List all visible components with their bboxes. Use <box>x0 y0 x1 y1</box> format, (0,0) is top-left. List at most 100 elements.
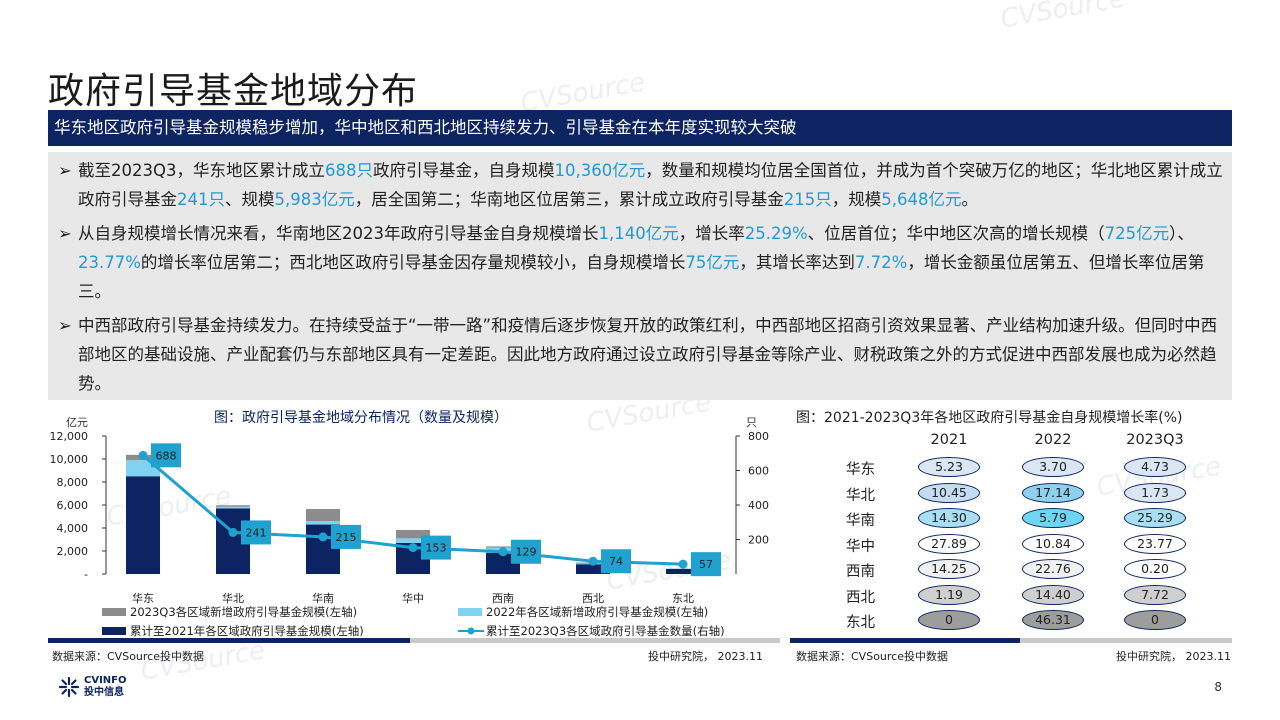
growth-cell: 3.70 <box>1022 457 1084 477</box>
category-label: 华北 <box>222 591 244 605</box>
footer-bar-right-tail <box>1020 638 1232 643</box>
left-tick-label: - <box>84 568 88 581</box>
bullet-text: 中西部政府引导基金持续发力。在持续受益于“一带一路”和疫情后逐步恢复开放的政策红… <box>78 316 1218 393</box>
row-label-西南: 西南 <box>846 564 875 580</box>
data-label-box <box>691 552 721 577</box>
right-axis-unit: 只 <box>746 416 757 429</box>
left-tick-label: 8,000 <box>57 476 89 489</box>
data-label: 74 <box>609 555 623 568</box>
data-label-box <box>511 539 541 564</box>
logo-wordmark: CVINFO 投中信息 <box>84 675 127 698</box>
data-label: 241 <box>246 526 267 539</box>
bullet-text: 政府引导基金，自身规模 <box>372 161 555 180</box>
bullet-text: ，增长金额虽位居第五、但增长率位居第三。 <box>78 253 1205 301</box>
bar <box>216 505 250 507</box>
bullet-text: 、位居首位；华中地区次高的增长规模（ <box>807 224 1105 243</box>
growth-cell: 0 <box>1124 610 1186 630</box>
left-source: 数据来源：CVSource投中数据 <box>52 650 204 663</box>
data-label-box <box>601 549 631 574</box>
highlight-figure: 7.72% <box>854 253 908 272</box>
left-chart-title: 图：政府引导基金地域分布情况（数量及规模） <box>214 410 508 426</box>
data-label: 215 <box>336 531 357 544</box>
data-label: 153 <box>426 542 447 555</box>
count-point <box>408 543 418 553</box>
growth-cell: 1.19 <box>918 584 980 605</box>
category-label: 华中 <box>402 591 424 605</box>
data-label-box <box>331 524 361 549</box>
footer-bar-left-tail <box>410 638 780 643</box>
legend-item-2023q3: 2023Q3各区域新增政府引导基金规模(左轴) <box>102 604 357 620</box>
left-tick-label: 6,000 <box>57 499 89 512</box>
bar <box>216 506 250 509</box>
right-source: 数据来源：CVSource投中数据 <box>796 650 948 663</box>
growth-cell: 14.40 <box>1022 584 1084 605</box>
highlight-figure: 215只 <box>783 190 832 209</box>
bullet-text: 、规模 <box>225 190 275 209</box>
category-label: 西北 <box>582 592 604 605</box>
highlight-figure: 688只 <box>324 161 373 180</box>
left-tick-label: 2,000 <box>57 545 89 558</box>
left-axis-unit: 亿元 <box>66 416 88 429</box>
legend-label: 累计至2023Q3各区域政府引导基金数量(右轴) <box>486 624 725 638</box>
growth-cell: 14.30 <box>918 508 980 528</box>
count-point <box>228 527 238 537</box>
bar <box>666 568 700 574</box>
bullet-text: 截至2023Q3，华东地区累计成立 <box>78 161 325 180</box>
legend-line-swatch <box>458 627 484 635</box>
legend-item-count: 累计至2023Q3各区域政府引导基金数量(右轴) <box>458 623 725 639</box>
legend-item-2022: 2022年各区域新增政府引导基金规模(左轴) <box>458 604 708 620</box>
legend-swatch <box>458 608 482 616</box>
right-tick-label: 800 <box>748 430 769 443</box>
highlight-figure: 241只 <box>177 190 225 209</box>
growth-cell: 22.76 <box>1022 559 1084 579</box>
bar <box>396 538 430 543</box>
legend-item-2021: 累计至2021年各区域政府引导基金规模(左轴) <box>102 623 364 639</box>
legend-swatch <box>102 627 126 635</box>
bullet-item: ➢ 中西部政府引导基金持续发力。在持续受益于“一带一路”和疫情后逐步恢复开放的政策… <box>56 311 1224 398</box>
right-tick-label: 200 <box>748 534 769 547</box>
growth-cell: 17.14 <box>1022 482 1084 503</box>
bar <box>396 529 430 539</box>
row-label-华中: 华中 <box>846 538 875 555</box>
right-chart-title: 图：2021-2023Q3年各地区政府引导基金自身规模增长率(%) <box>796 410 1183 426</box>
data-label: 688 <box>156 449 177 462</box>
right-tick-label: 600 <box>748 465 769 478</box>
growth-cell: 27.89 <box>918 533 980 554</box>
count-point <box>318 532 328 542</box>
bar <box>486 546 520 548</box>
growth-cell: 7.72 <box>1124 584 1186 605</box>
summary-banner: 华东地区政府引导基金规模稳步增加，华中地区和西北地区持续发力、引导基金在本年度实… <box>48 110 1232 146</box>
left-org: 投中研究院， 2023.11 <box>648 650 763 663</box>
row-label-东北: 东北 <box>846 615 875 631</box>
legend-swatch <box>102 608 126 616</box>
count-point <box>498 547 508 557</box>
growth-cell: 46.31 <box>1022 610 1084 630</box>
growth-cell: 4.73 <box>1124 457 1186 477</box>
growth-cell: 14.25 <box>918 559 980 579</box>
highlight-figure: 5,648亿元 <box>881 190 962 209</box>
legend-label: 累计至2021年各区域政府引导基金规模(左轴) <box>130 624 364 638</box>
row-label-西北: 西北 <box>846 589 875 606</box>
column-header: 2023Q3 <box>1126 432 1184 448</box>
category-label: 华东 <box>132 591 154 605</box>
data-label: 129 <box>516 546 537 559</box>
cvinfo-logo: CVINFO 投中信息 <box>58 675 127 699</box>
legend-label: 2022年各区域新增政府引导基金规模(左轴) <box>486 605 709 619</box>
category-label: 东北 <box>672 592 694 605</box>
left-tick-label: 4,000 <box>57 522 89 535</box>
bullet-text: ，增长率 <box>678 224 745 243</box>
bar <box>306 521 340 525</box>
bullet-text: 从自身规模增长情况来看，华南地区2023年政府引导基金自身规模增长 <box>78 224 599 243</box>
count-point <box>588 556 598 566</box>
growth-cell: 5.79 <box>1022 508 1084 528</box>
bullet-text: ，其增长率达到 <box>739 253 855 272</box>
highlight-figure: 725亿元 <box>1104 224 1170 243</box>
left-tick-label: 10,000 <box>50 453 89 466</box>
count-point <box>138 450 148 460</box>
left-chart: 12,000 10,000 8,000 6,000 4,000 2,000 - 800 600 4… <box>50 430 770 605</box>
highlight-figure: 10,360亿元 <box>554 161 646 180</box>
footer-bar-right <box>790 638 1020 643</box>
growth-cell: 0 <box>918 610 980 630</box>
row-label-华南: 华南 <box>846 513 875 529</box>
footer-bar-left <box>48 638 410 643</box>
